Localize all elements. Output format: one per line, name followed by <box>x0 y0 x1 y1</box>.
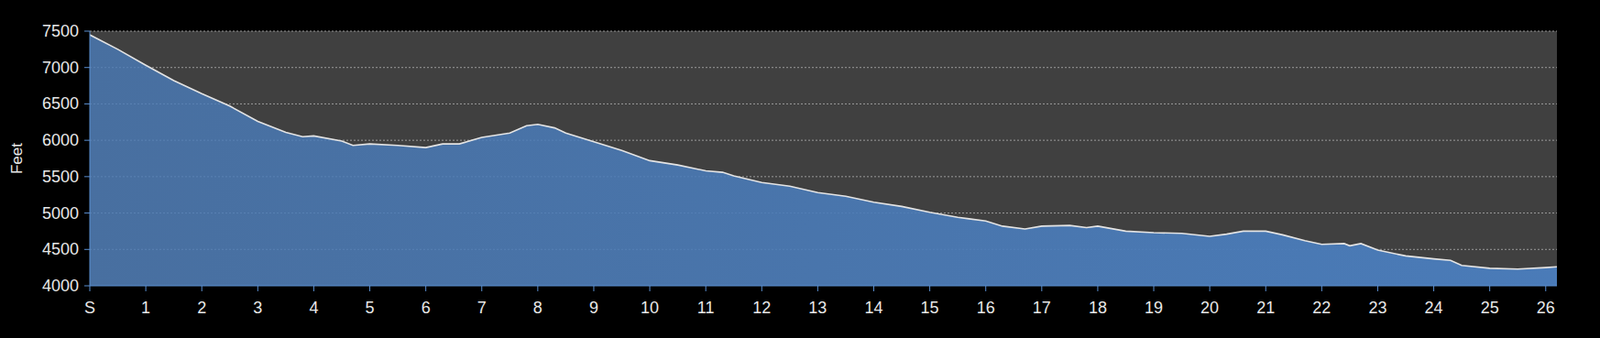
elevation-area <box>89 34 1557 286</box>
x-tick <box>1545 285 1546 292</box>
y-tick <box>84 249 90 251</box>
grid-line <box>89 66 1557 68</box>
x-tick-label: 3 <box>252 298 263 318</box>
x-tick-label: 23 <box>1368 298 1387 318</box>
y-tick <box>84 66 90 68</box>
y-axis-label: Feet <box>8 142 26 175</box>
x-tick <box>985 285 987 292</box>
x-tick-label: 25 <box>1480 298 1500 318</box>
x-tick-label: 1 <box>141 298 151 318</box>
area-group <box>89 34 1557 286</box>
y-tick-label: 7000 <box>42 58 79 77</box>
x-tick <box>89 285 91 292</box>
grid-line <box>89 31 1557 33</box>
grid-line <box>89 103 1557 105</box>
x-tick-label: 15 <box>920 298 940 318</box>
x-tick-label: 11 <box>697 298 715 318</box>
x-tick-label: 7 <box>477 298 487 318</box>
y-tick <box>84 140 90 142</box>
x-tick-label: 10 <box>640 298 659 318</box>
x-tick-label: 22 <box>1312 298 1331 318</box>
y-tick-label: 5000 <box>42 204 79 223</box>
x-tick-label: 24 <box>1424 298 1444 318</box>
x-tick-label: 13 <box>808 298 827 318</box>
x-tick <box>313 285 315 292</box>
y-tick-label: 6500 <box>42 94 79 113</box>
x-tick <box>1321 285 1323 292</box>
x-tick-label: 6 <box>421 298 431 318</box>
x-tick <box>369 285 371 292</box>
x-tick <box>873 285 875 292</box>
x-tick <box>649 285 651 292</box>
x-tick-label: 12 <box>752 298 771 318</box>
x-tick <box>592 285 594 292</box>
x-tick-label: 2 <box>197 298 207 318</box>
x-tick-label: 4 <box>308 298 318 318</box>
y-tick-label: 5500 <box>42 167 79 187</box>
x-tick <box>929 285 931 292</box>
x-tick <box>1041 285 1042 292</box>
y-tick <box>84 31 90 33</box>
x-tick-label: 16 <box>976 298 996 318</box>
x-tick <box>1209 285 1211 292</box>
elevation-line <box>89 34 1557 270</box>
x-tick <box>1489 285 1491 292</box>
plot-background <box>89 31 1557 286</box>
x-tick-label: S <box>84 298 96 318</box>
x-tick-label: 5 <box>365 298 375 318</box>
y-tick-label: 4000 <box>42 276 79 296</box>
x-tick-label: 14 <box>864 298 883 318</box>
y-tick <box>84 103 90 105</box>
x-axis <box>89 285 1557 287</box>
x-tick-label: 19 <box>1144 298 1163 318</box>
y-tick-label: 6000 <box>42 131 79 150</box>
x-tick <box>1433 285 1435 292</box>
y-axis <box>89 31 91 286</box>
y-tick-label: 7500 <box>42 21 79 41</box>
x-tick <box>481 285 483 292</box>
x-tick-label: 9 <box>589 298 599 318</box>
y-tick <box>84 175 90 177</box>
y-tick <box>84 285 90 287</box>
x-tick-label: 21 <box>1256 298 1275 318</box>
x-tick-label: 17 <box>1032 298 1052 318</box>
x-tick <box>1096 285 1098 292</box>
chart: 40004500500055006000650070007500S1234567… <box>0 0 1600 338</box>
y-tick <box>84 212 90 214</box>
x-tick <box>761 285 763 292</box>
x-tick <box>705 285 707 292</box>
x-tick <box>257 285 259 292</box>
x-tick <box>536 285 538 292</box>
x-tick-label: 8 <box>533 298 543 318</box>
x-tick-label: 20 <box>1200 298 1219 318</box>
x-tick-label: 26 <box>1536 298 1556 318</box>
x-tick <box>425 285 427 292</box>
x-tick <box>201 285 203 292</box>
x-tick <box>1265 285 1267 292</box>
x-tick <box>145 285 147 292</box>
x-tick <box>1153 285 1155 292</box>
x-tick <box>817 285 819 292</box>
y-tick-label: 4500 <box>42 240 79 259</box>
x-tick-label: 18 <box>1088 298 1107 318</box>
x-tick <box>1377 285 1379 292</box>
